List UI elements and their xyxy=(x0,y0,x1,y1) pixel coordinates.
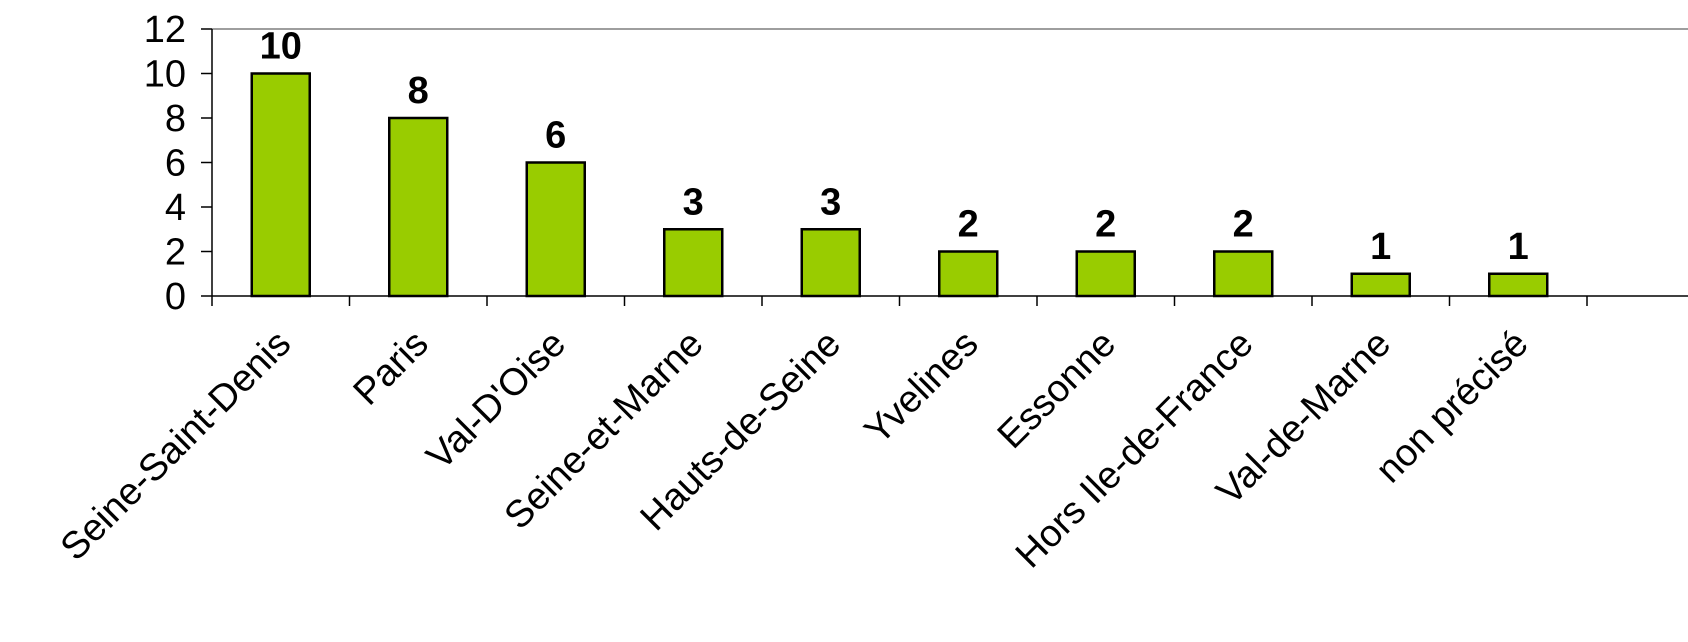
y-tick-label: 12 xyxy=(144,9,186,51)
category-label: Seine-Saint-Denis xyxy=(53,323,299,569)
bar xyxy=(663,228,724,298)
bar xyxy=(1350,272,1411,298)
data-label: 1 xyxy=(1370,226,1391,268)
y-tick-label: 10 xyxy=(144,54,186,96)
data-label: 1 xyxy=(1508,226,1529,268)
data-label: 3 xyxy=(820,181,841,223)
bar xyxy=(250,72,311,298)
data-label: 2 xyxy=(1095,204,1116,246)
category-label: Paris xyxy=(346,323,437,414)
data-label: 2 xyxy=(1233,204,1254,246)
bar xyxy=(938,250,999,298)
y-tick-label: 0 xyxy=(165,276,186,318)
data-labels: 10 8 6 3 3 2 2 2 1 1 xyxy=(260,26,1529,268)
y-tick-label: 6 xyxy=(165,143,186,185)
y-tick-label: 4 xyxy=(165,187,186,229)
y-tick-label: 8 xyxy=(165,98,186,140)
data-label: 8 xyxy=(408,70,429,112)
y-tick-label: 2 xyxy=(165,232,186,274)
x-axis xyxy=(211,295,1688,306)
data-label: 2 xyxy=(958,204,979,246)
category-label: Essonne xyxy=(990,323,1124,457)
bar xyxy=(388,116,449,298)
bar xyxy=(1488,272,1549,298)
bar xyxy=(1213,250,1274,298)
category-label: Hors Ile-de-France xyxy=(1008,323,1262,577)
bars xyxy=(250,72,1549,298)
data-label: 3 xyxy=(683,181,704,223)
bar xyxy=(800,228,861,298)
bar xyxy=(525,161,586,298)
category-label: Yvelines xyxy=(857,323,987,453)
data-label: 10 xyxy=(260,26,302,68)
category-labels: Seine-Saint-Denis ParisVal-D'OiseSeine-et… xyxy=(53,323,1537,577)
data-label: 6 xyxy=(545,115,566,157)
bar xyxy=(1075,250,1136,298)
